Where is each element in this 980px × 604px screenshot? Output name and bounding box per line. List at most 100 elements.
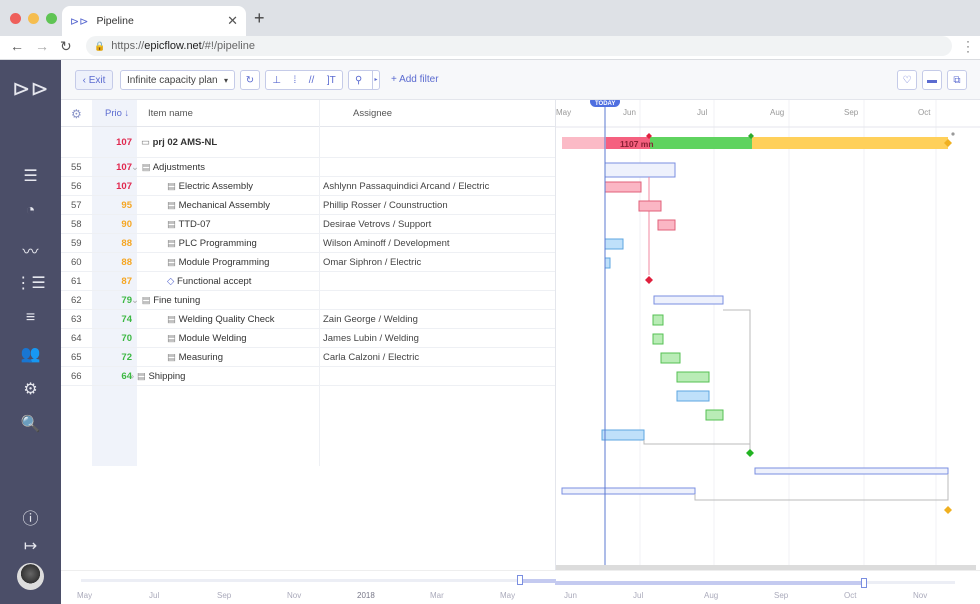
prio-header[interactable]: Prio ↓ bbox=[105, 108, 129, 119]
save-button[interactable]: ▬ bbox=[922, 70, 942, 90]
epicflow-logo-icon[interactable]: ⊳⊳ bbox=[12, 76, 49, 101]
forward-icon[interactable]: → bbox=[35, 38, 49, 54]
table-row[interactable]: 60 88 ▤ Module Programming Omar Siphron … bbox=[61, 253, 555, 272]
row-name-label: Module Welding bbox=[178, 333, 247, 344]
text-size-icon[interactable]: ]T bbox=[326, 74, 336, 86]
list-icon[interactable]: ☰ bbox=[23, 168, 38, 185]
row-number: 57 bbox=[71, 200, 82, 211]
timeline-label: Mar bbox=[430, 591, 444, 600]
url-path: /#!/pipeline bbox=[201, 40, 255, 52]
task-icon: ▤ bbox=[167, 238, 176, 249]
expand-toggle-icon[interactable]: ⌄ bbox=[131, 162, 142, 173]
row-height-icon[interactable]: ⊥ bbox=[272, 74, 281, 86]
row-prio: 64 bbox=[121, 371, 132, 382]
pipeline-gantt-icon[interactable]: ≡ bbox=[25, 309, 36, 326]
grid-settings-icon[interactable]: ⚙ bbox=[71, 107, 82, 121]
row-name-label: Fine tuning bbox=[153, 295, 201, 306]
right-timeline-handle[interactable] bbox=[861, 578, 867, 588]
project-prio: 107 bbox=[116, 137, 132, 148]
row-prio: 88 bbox=[121, 257, 132, 268]
activity-icon[interactable]: 〰 bbox=[22, 244, 39, 261]
project-row[interactable]: 107 ▭ prj 02 AMS-NL bbox=[61, 127, 555, 158]
table-row[interactable]: 64 70 ▤ Module Welding James Lubin / Wel… bbox=[61, 329, 555, 348]
expand-toggle-icon[interactable]: ⌄ bbox=[131, 295, 142, 306]
expand-toggle-icon[interactable]: › bbox=[131, 371, 137, 382]
task-icon: ▤ bbox=[136, 371, 146, 382]
table-row[interactable]: 66 64 › ▤ Shipping bbox=[61, 367, 555, 386]
add-filter-button[interactable]: + Add filter bbox=[391, 74, 439, 85]
plan-select[interactable]: Infinite capacity plan ▾ bbox=[120, 70, 235, 90]
dashboard-gauge-icon[interactable]: ◔ bbox=[25, 202, 36, 219]
row-prio: 74 bbox=[121, 314, 132, 325]
assignee-header[interactable]: Assignee bbox=[353, 108, 393, 119]
row-name: ▤ TTD-07 bbox=[167, 219, 211, 230]
tools-dropdown-icon[interactable]: ▸ bbox=[372, 71, 379, 89]
gantt-chart[interactable]: 1107 mn bbox=[555, 100, 980, 571]
back-icon[interactable]: ← bbox=[10, 38, 24, 54]
row-number: 66 bbox=[71, 371, 82, 382]
filter-heart-button[interactable]: ♡ bbox=[897, 70, 917, 90]
tools-button[interactable]: ⚲ ▸ bbox=[348, 70, 380, 90]
close-tab-icon[interactable]: ✕ bbox=[227, 13, 238, 28]
gantt-horizontal-scrollbar[interactable] bbox=[556, 565, 976, 571]
gantt-month-label: Oct bbox=[918, 108, 931, 117]
lock-icon: 🔒 bbox=[94, 40, 106, 51]
export-button[interactable]: ⧉ bbox=[947, 70, 967, 90]
fit-icon[interactable]: ⁞ bbox=[293, 74, 297, 86]
table-row[interactable]: 65 72 ▤ Measuring Carla Calzoni / Electr… bbox=[61, 348, 555, 367]
table-row[interactable]: 57 95 ▤ Mechanical Assembly Phillip Ross… bbox=[61, 196, 555, 215]
search-analysis-icon[interactable]: 🔍 bbox=[20, 416, 41, 433]
browser-menu-icon[interactable]: · · · bbox=[966, 34, 970, 58]
close-window-button[interactable] bbox=[10, 13, 21, 24]
table-row[interactable]: 58 90 ▤ TTD-07 Desirae Vetrovs / Support bbox=[61, 215, 555, 234]
svg-text:1107 mn: 1107 mn bbox=[620, 139, 654, 149]
timeline-label: Sep bbox=[774, 591, 789, 600]
timeline-label: May bbox=[77, 591, 93, 600]
row-prio: 95 bbox=[121, 200, 132, 211]
table-row[interactable]: 56 107 ▤ Electric Assembly Ashlynn Passa… bbox=[61, 177, 555, 196]
task-icon: ▤ bbox=[167, 352, 176, 363]
right-timeline-track[interactable] bbox=[865, 581, 955, 584]
project-icon: ▭ bbox=[141, 137, 150, 148]
left-timeline-handle[interactable] bbox=[517, 575, 523, 585]
row-name: ⌄ ▤ Fine tuning bbox=[131, 295, 200, 306]
table-row[interactable]: 62 79 ⌄ ▤ Fine tuning bbox=[61, 291, 555, 310]
table-row[interactable]: 55 107 ⌄ ▤ Adjustments bbox=[61, 158, 555, 177]
right-timeline-range[interactable] bbox=[555, 581, 865, 585]
timeline-label: Jun bbox=[564, 591, 577, 600]
logout-icon[interactable]: ↦ bbox=[23, 538, 38, 555]
address-bar-row: ← → ↻ 🔒 https://epicflow.net/#!/pipeline… bbox=[0, 34, 980, 60]
browser-tab[interactable]: ⊳⊳ Pipeline ✕ bbox=[62, 6, 246, 36]
timeline-label: 2018 bbox=[357, 591, 375, 600]
user-avatar[interactable] bbox=[17, 563, 44, 590]
row-assignee: Phillip Rosser / Counstruction bbox=[323, 200, 448, 211]
row-prio: 90 bbox=[121, 219, 132, 230]
settings-gear-icon[interactable]: ⚙ bbox=[23, 381, 38, 398]
reload-icon[interactable]: ↻ bbox=[60, 38, 72, 54]
task-list-icon[interactable]: ⋮☰ bbox=[15, 275, 46, 292]
help-icon[interactable]: ⓘ bbox=[22, 511, 39, 528]
table-row[interactable]: 59 88 ▤ PLC Programming Wilson Aminoff /… bbox=[61, 234, 555, 253]
row-name: ▤ Measuring bbox=[167, 352, 223, 363]
left-timeline-track[interactable] bbox=[81, 579, 521, 582]
url-bar[interactable]: 🔒 https://epicflow.net/#!/pipeline bbox=[86, 36, 952, 56]
task-icon: ▤ bbox=[167, 200, 176, 211]
task-icon: ▤ bbox=[141, 162, 151, 173]
maximize-window-button[interactable] bbox=[46, 13, 57, 24]
minimize-window-button[interactable] bbox=[28, 13, 39, 24]
row-name: ▤ Module Programming bbox=[167, 257, 269, 268]
exit-button[interactable]: ‹ Exit bbox=[75, 70, 113, 90]
left-timeline-range[interactable] bbox=[521, 579, 556, 583]
row-prio: 107 bbox=[116, 181, 132, 192]
table-row[interactable]: 63 74 ▤ Welding Quality Check Zain Georg… bbox=[61, 310, 555, 329]
new-tab-button[interactable]: + bbox=[254, 8, 265, 28]
item-name-header[interactable]: Item name bbox=[148, 108, 193, 119]
row-name: ▤ Module Welding bbox=[167, 333, 247, 344]
task-icon: ▤ bbox=[167, 257, 176, 268]
stripes-icon[interactable]: // bbox=[308, 74, 315, 86]
users-icon[interactable]: 👥 bbox=[20, 346, 41, 363]
refresh-button[interactable]: ↻ bbox=[240, 70, 260, 90]
table-row[interactable]: 61 87 ◇ Functional accept bbox=[61, 272, 555, 291]
row-assignee: Ashlynn Passaquindici Arcand / Electric bbox=[323, 181, 490, 192]
timeline-label: Jul bbox=[633, 591, 644, 600]
